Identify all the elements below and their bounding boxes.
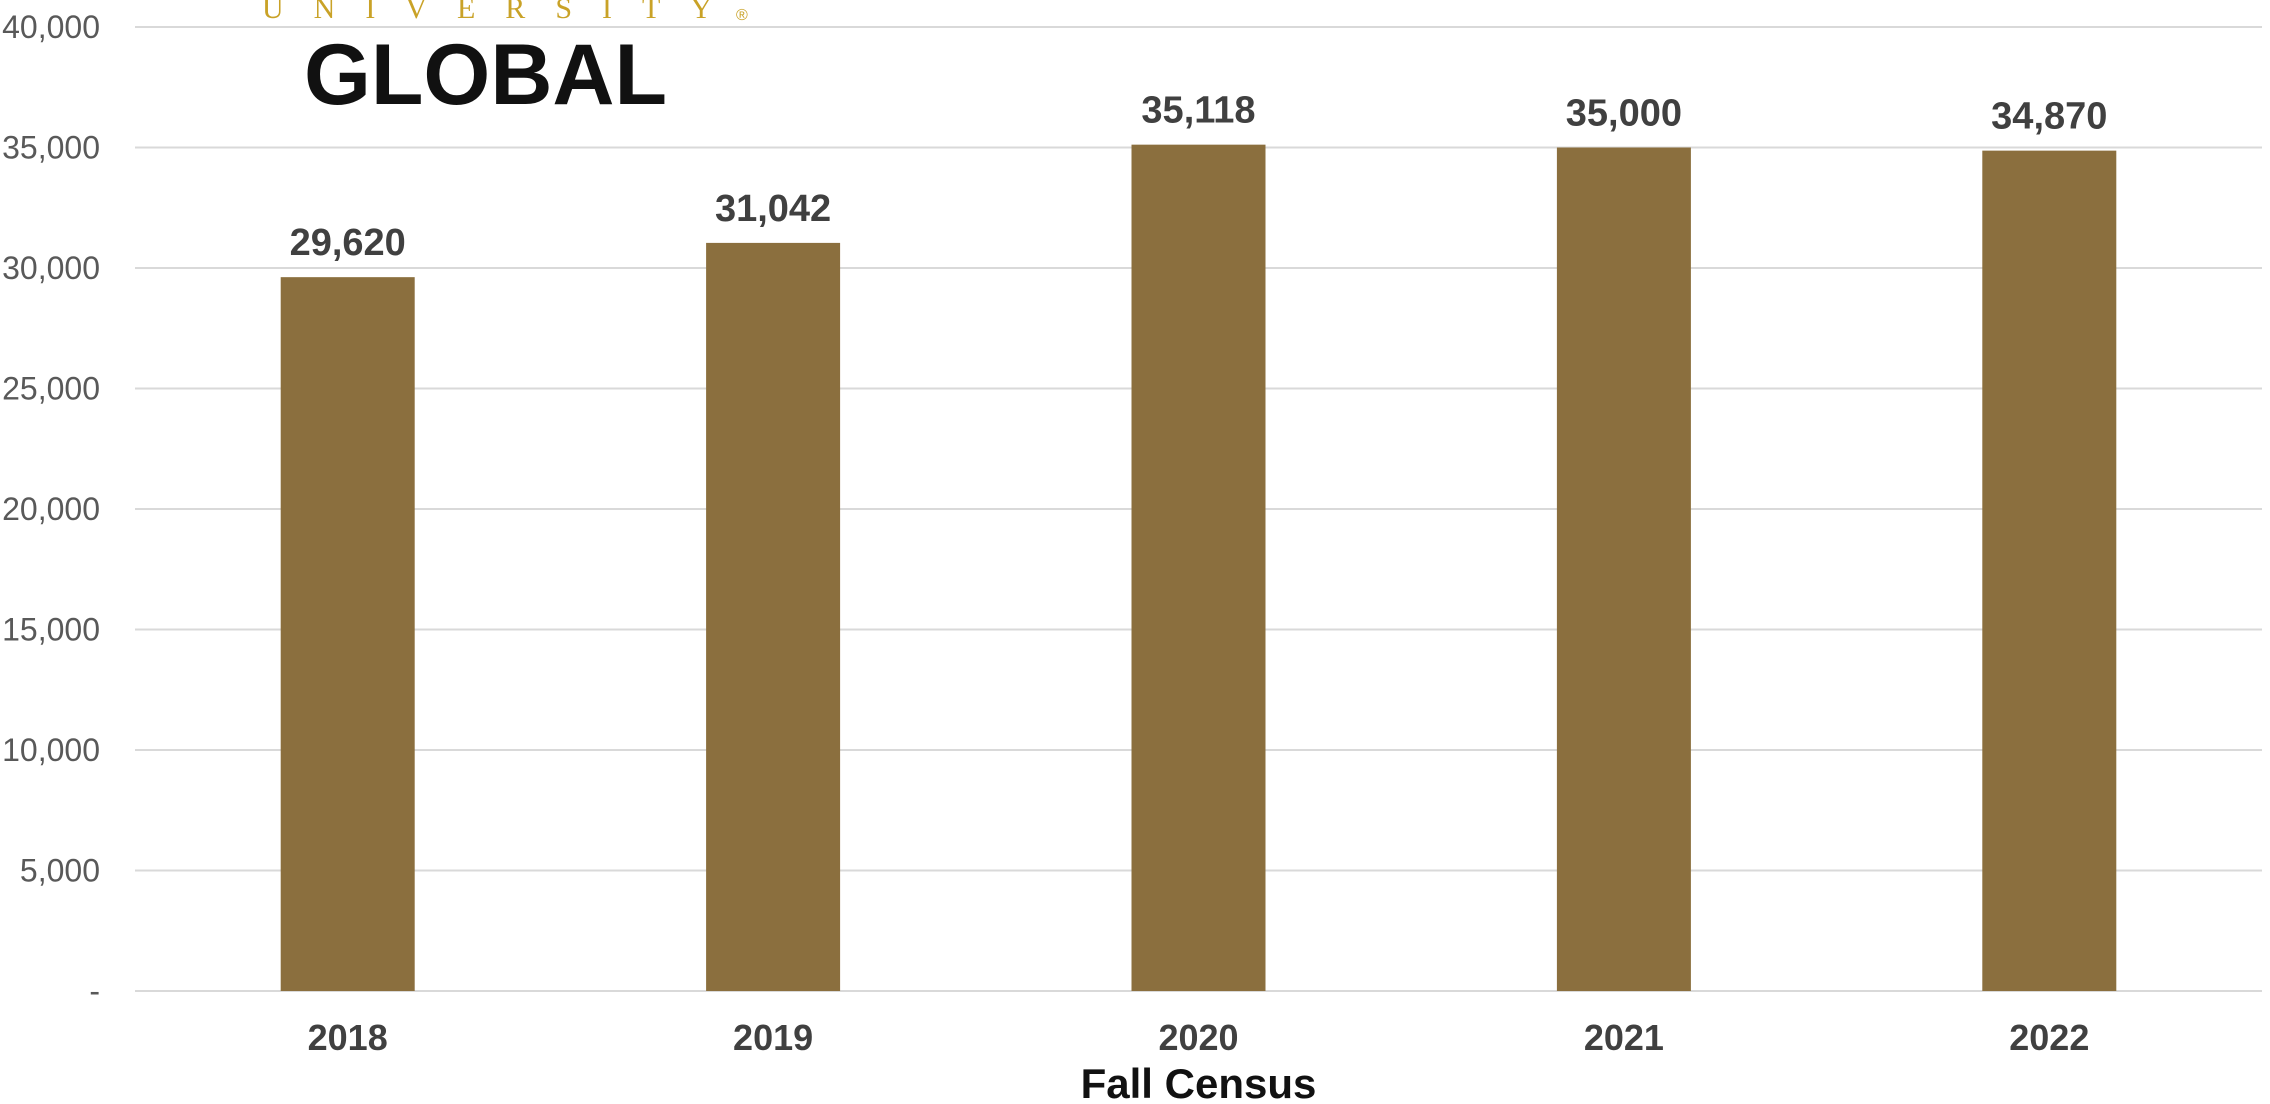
bar-data-label: 34,870 <box>1991 96 2107 138</box>
y-tick-label: 20,000 <box>2 491 100 527</box>
y-axis-tick-labels: - 5,000 10,000 15,000 20,000 25,000 30,000 35,0… <box>2 9 100 1009</box>
bar-2022 <box>1982 150 2117 991</box>
x-tick-label: 2021 <box>1584 1017 1664 1058</box>
y-tick-label: 15,000 <box>2 612 100 648</box>
y-tick-label: 10,000 <box>2 732 100 768</box>
x-axis-title: Fall Census <box>1081 1060 1317 1104</box>
y-tick-label: 40,000 <box>2 9 100 45</box>
bars <box>280 144 2117 992</box>
y-tick-label: 25,000 <box>2 371 100 407</box>
x-tick-label: 2018 <box>308 1017 388 1058</box>
y-tick-label: 5,000 <box>20 853 100 889</box>
logo-global-text: GLOBAL <box>304 27 667 123</box>
bar-2018 <box>280 277 415 992</box>
bar-2019 <box>706 242 841 991</box>
bar-data-label: 35,000 <box>1566 93 1682 135</box>
bar-data-label: 31,042 <box>715 188 831 230</box>
x-tick-label: 2022 <box>2009 1017 2089 1058</box>
y-tick-label: 35,000 <box>2 130 100 166</box>
university-global-logo: UNIVERSITY ® GLOBAL <box>262 0 748 123</box>
y-tick-label: - <box>89 973 100 1009</box>
bar-data-label: 29,620 <box>290 222 406 264</box>
bar-data-labels: 29,620 31,042 35,118 35,000 34,870 <box>290 90 2108 265</box>
bar-2020 <box>1131 144 1266 992</box>
x-tick-label: 2019 <box>733 1017 813 1058</box>
x-tick-label: 2020 <box>1158 1017 1238 1058</box>
bar-data-label: 35,118 <box>1141 90 1255 132</box>
y-tick-label: 30,000 <box>2 250 100 286</box>
logo-university-text: UNIVERSITY <box>262 0 742 25</box>
bar-2021 <box>1556 147 1691 991</box>
x-axis-tick-labels: 2018 2019 2020 2021 2022 <box>308 1017 2090 1058</box>
logo-registered-mark: ® <box>736 7 748 24</box>
